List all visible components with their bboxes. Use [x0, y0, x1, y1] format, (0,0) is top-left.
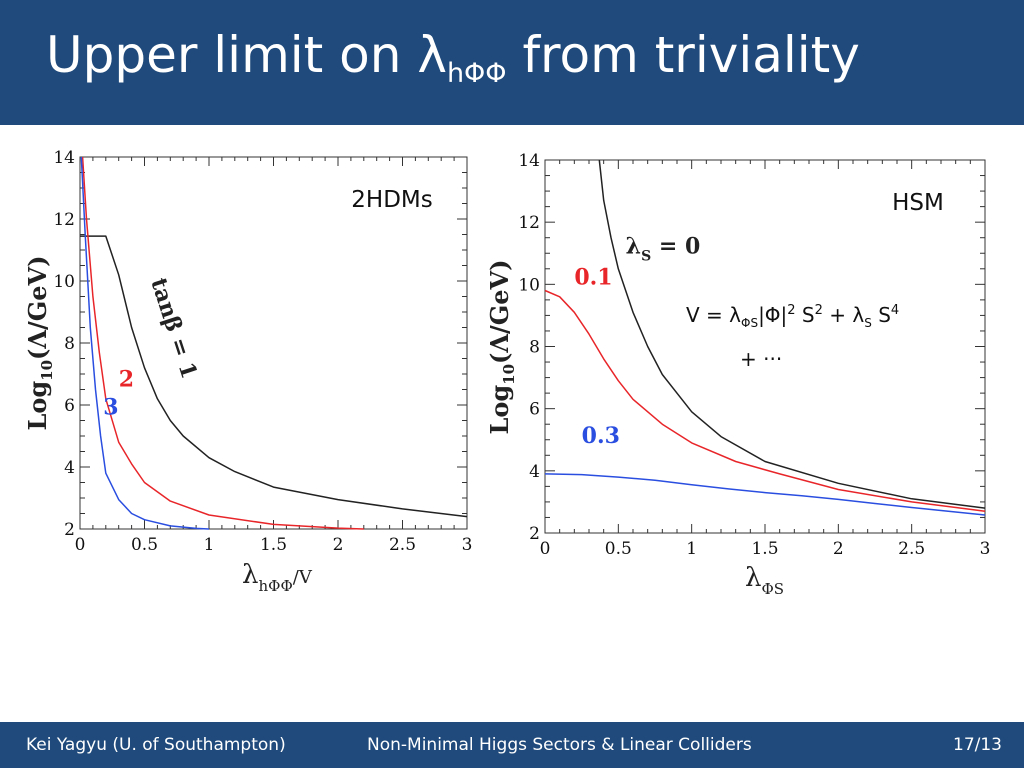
x-tick-label: 1.5: [751, 539, 778, 559]
x-axis-label-sub: hΦΦ: [258, 577, 292, 595]
y-tick-label: 12: [53, 210, 75, 230]
slide-title: Upper limit on λhΦΦ from triviality: [46, 26, 860, 89]
x-axis-label: λhΦΦ/V: [242, 560, 313, 595]
potential-equation-line2: + ···: [740, 347, 782, 371]
triviality-plots: 0 0.5 1 1.5 2 2.5 324681012142HDMsLog10(Λ/GeV)…: [23, 148, 990, 598]
annotation-tail: = 0: [651, 233, 700, 259]
x-tick-label: 2: [833, 539, 844, 559]
footer-page-number: 17/13: [953, 735, 1002, 755]
x-tick-label: 2: [333, 535, 344, 555]
x-tick-label: 0.5: [605, 539, 632, 559]
x-axis-label: λΦS: [745, 563, 784, 598]
curve-annotation: 0.3: [582, 423, 620, 449]
x-axis-label-sub: ΦS: [761, 580, 784, 598]
title-subscript: hΦΦ: [446, 58, 507, 89]
x-tick-label: 1.5: [260, 535, 287, 555]
eq-sup1: 2: [787, 303, 795, 318]
series-line: [80, 235, 468, 518]
x-axis-label-main: λ: [242, 560, 258, 590]
series-line: [544, 289, 986, 512]
x-tick-label: 2.5: [389, 535, 416, 555]
eq-sup3: 4: [891, 303, 899, 318]
potential-equation: V = λΦS|Φ|2 S2 + λS S4: [686, 303, 899, 330]
x-tick-label: 1: [686, 539, 697, 559]
panel-label: 2HDMs: [351, 187, 432, 213]
y-axis-label: Log10(Λ/GeV): [23, 255, 56, 430]
series-line: [80, 156, 210, 530]
eq-s: S: [796, 303, 815, 327]
series-line: [81, 156, 364, 530]
chart-hsm: 0 0.5 1 1.5 2 2.5 32468101214HSMLog10(Λ/GeV)λΦ…: [485, 151, 990, 598]
x-axis-label-tail: /V: [293, 567, 313, 588]
footer-author: Kei Yagyu (U. of Southampton): [26, 735, 286, 755]
y-axis-label-main: Log: [485, 385, 514, 435]
eq-s4: S: [872, 303, 891, 327]
series-line: [598, 159, 986, 509]
slide-header: Upper limit on λhΦΦ from triviality: [0, 0, 1024, 125]
curve-annotation: λS = 0: [626, 233, 701, 264]
curve-annotation: 0.1: [574, 264, 612, 290]
slide-footer: Kei Yagyu (U. of Southampton) Non-Minima…: [0, 722, 1024, 768]
annotation-sub: S: [641, 248, 651, 264]
chart-2hdm: 0 0.5 1 1.5 2 2.5 324681012142HDMsLog10(Λ/GeV)…: [23, 148, 472, 595]
x-tick-label: 0.5: [131, 535, 158, 555]
eq-sup2: 2: [815, 303, 823, 318]
y-tick-label: 12: [518, 213, 540, 233]
x-axis-label-main: λ: [745, 563, 761, 593]
x-tick-label: 3: [980, 539, 991, 559]
y-axis-label-sub: 10: [500, 364, 518, 385]
eq-mid: |Φ|: [758, 303, 787, 327]
y-tick-label: 6: [529, 400, 540, 420]
y-tick-label: 6: [64, 396, 75, 416]
y-tick-label: 4: [64, 458, 75, 478]
annotation-main: λ: [626, 233, 641, 259]
curve-annotation: tanβ = 1: [145, 275, 202, 382]
eq-sub2: S: [864, 316, 872, 330]
series-line: [544, 473, 986, 516]
y-axis-label-main: Log: [23, 381, 52, 431]
footer-talk-title: Non-Minimal Higgs Sectors & Linear Colli…: [367, 735, 752, 755]
eq-plus: + λ: [823, 303, 864, 327]
curve-annotation: 3: [103, 394, 118, 420]
x-tick-label: 0: [540, 539, 551, 559]
curve-annotation: 2: [119, 366, 134, 392]
y-axis-label-tail: (Λ/GeV): [485, 259, 514, 363]
y-tick-label: 8: [64, 334, 75, 354]
x-tick-label: 2.5: [898, 539, 925, 559]
y-axis-label-sub: 10: [38, 360, 56, 381]
eq-sub1: ΦS: [741, 316, 758, 330]
y-axis-label: Log10(Λ/GeV): [485, 259, 518, 434]
panel-label: HSM: [892, 190, 944, 216]
y-tick-label: 2: [64, 520, 75, 540]
y-tick-label: 10: [53, 272, 75, 292]
eq-v: V = λ: [686, 303, 741, 327]
title-main: Upper limit on λ: [46, 26, 447, 84]
x-tick-label: 3: [462, 535, 473, 555]
y-tick-label: 14: [53, 148, 75, 168]
x-tick-label: 1: [204, 535, 215, 555]
y-tick-label: 14: [518, 151, 540, 171]
y-tick-label: 8: [529, 338, 540, 358]
y-tick-label: 2: [529, 524, 540, 544]
x-tick-label: 0: [75, 535, 86, 555]
y-tick-label: 10: [518, 275, 540, 295]
title-rest: from triviality: [506, 26, 860, 84]
y-axis-label-tail: (Λ/GeV): [23, 255, 52, 359]
y-tick-label: 4: [529, 462, 540, 482]
